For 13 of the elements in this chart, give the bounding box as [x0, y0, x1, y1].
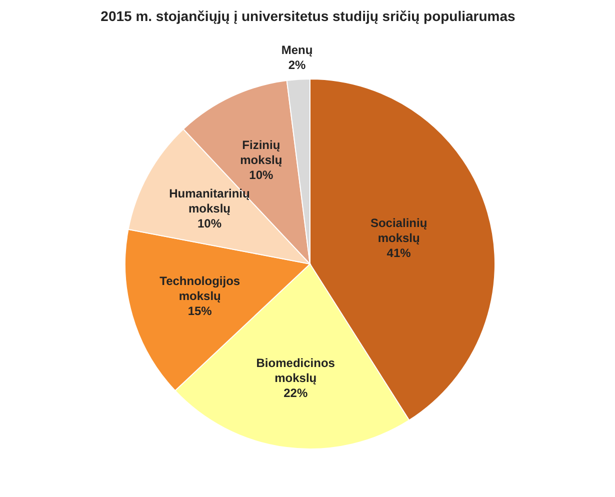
data-label: 15% — [188, 304, 212, 318]
data-label: 22% — [284, 386, 308, 400]
slice-label: Biomedicinos mokslų — [256, 356, 336, 385]
data-label: 10% — [249, 168, 274, 182]
slice-label: Socialinių mokslų — [370, 216, 428, 246]
slice-label: Menų — [281, 42, 313, 57]
chart-title: 2015 m. stojančiųjų į universitetus studijų sričių populiarumas — [100, 8, 516, 24]
slice-label: Humanitarinių mokslų — [169, 186, 250, 216]
slice-label: Fizinių mokslų — [240, 138, 282, 168]
data-label: 10% — [197, 216, 222, 231]
data-label: 2% — [288, 58, 306, 72]
slice-label: Technologijos mokslų — [160, 274, 240, 303]
data-label: 41% — [386, 246, 412, 260]
